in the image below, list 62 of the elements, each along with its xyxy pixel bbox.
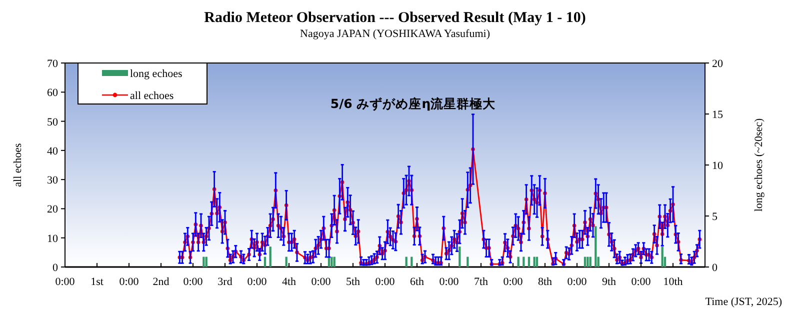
x-tick-label: 1st	[90, 276, 104, 288]
x-tick-label: 0:00	[247, 276, 268, 288]
bar	[466, 256, 469, 267]
bar	[536, 256, 538, 267]
bar	[661, 246, 664, 267]
x-tick-label: 4th	[282, 276, 297, 288]
x-tick-label: 0:00	[55, 276, 76, 288]
y2-tick-label: 15	[712, 109, 724, 121]
x-tick-label: 0:00	[119, 276, 140, 288]
x-tick-label: 7th	[474, 276, 489, 288]
bar	[528, 256, 530, 267]
x-tick-label: 3rd	[218, 276, 233, 288]
x-tick-label: 0:00	[311, 276, 332, 288]
legend-label: all echoes	[130, 90, 174, 102]
y2-tick-label: 20	[712, 58, 724, 70]
x-tick-label: 0:00	[503, 276, 524, 288]
y2-axis-title: long echoes (~20sec)	[753, 118, 765, 212]
bar	[410, 256, 413, 267]
x-tick-label: 8th	[538, 276, 553, 288]
y-axis-title: all echoes	[12, 143, 24, 187]
bar	[330, 256, 333, 267]
chart-subtitle: Nagoya JAPAN (YOSHIKAWA Yasufumi)	[300, 28, 490, 40]
x-tick-label: 0:00	[439, 276, 460, 288]
y-tick-label: 30	[47, 174, 58, 187]
bar	[333, 256, 336, 267]
y-tick-label: 60	[47, 87, 58, 100]
bar	[458, 246, 461, 267]
chart-title: Radio Meteor Observation --- Observed Result (May 1 - 10)	[204, 10, 586, 26]
bar	[269, 246, 272, 267]
y-tick-label: 0	[52, 262, 58, 274]
y-tick-label: 70	[47, 58, 58, 70]
bar	[584, 256, 586, 267]
bar	[285, 256, 288, 267]
x-tick-label: 10th	[663, 276, 684, 288]
bar	[202, 256, 205, 267]
x-tick-label: 9th	[602, 276, 617, 288]
x-tick-label: 5th	[346, 276, 361, 288]
bar	[589, 256, 592, 267]
bar	[517, 256, 520, 267]
x-tick-label: 0:00	[567, 276, 588, 288]
y2-tick-label: 0	[712, 262, 718, 274]
x-tick-label: 0:00	[631, 276, 652, 288]
bar	[533, 256, 536, 267]
x-axis-title: Time (JST, 2025)	[705, 296, 782, 308]
x-tick-label: 0:00	[183, 276, 204, 288]
y-tick-label: 50	[47, 116, 58, 128]
bar	[264, 256, 266, 267]
annotation: 5/6 みずがめ座η流星群極大	[330, 96, 497, 111]
y-tick-label: 10	[47, 232, 58, 245]
x-tick-label: 6th	[410, 276, 425, 288]
y2-tick-label: 10	[712, 160, 724, 172]
bar	[205, 256, 208, 267]
x-tick-label: 0:00	[375, 276, 396, 288]
y2-tick-label: 5	[712, 211, 718, 223]
x-tick-label: 2nd	[152, 276, 170, 288]
bar	[594, 226, 597, 267]
y-tick-label: 40	[47, 145, 58, 158]
bar	[522, 256, 525, 267]
bar	[405, 256, 408, 267]
y-tick-label: 20	[47, 204, 58, 216]
bar	[586, 256, 589, 267]
legend-label: long echoes	[130, 68, 182, 80]
